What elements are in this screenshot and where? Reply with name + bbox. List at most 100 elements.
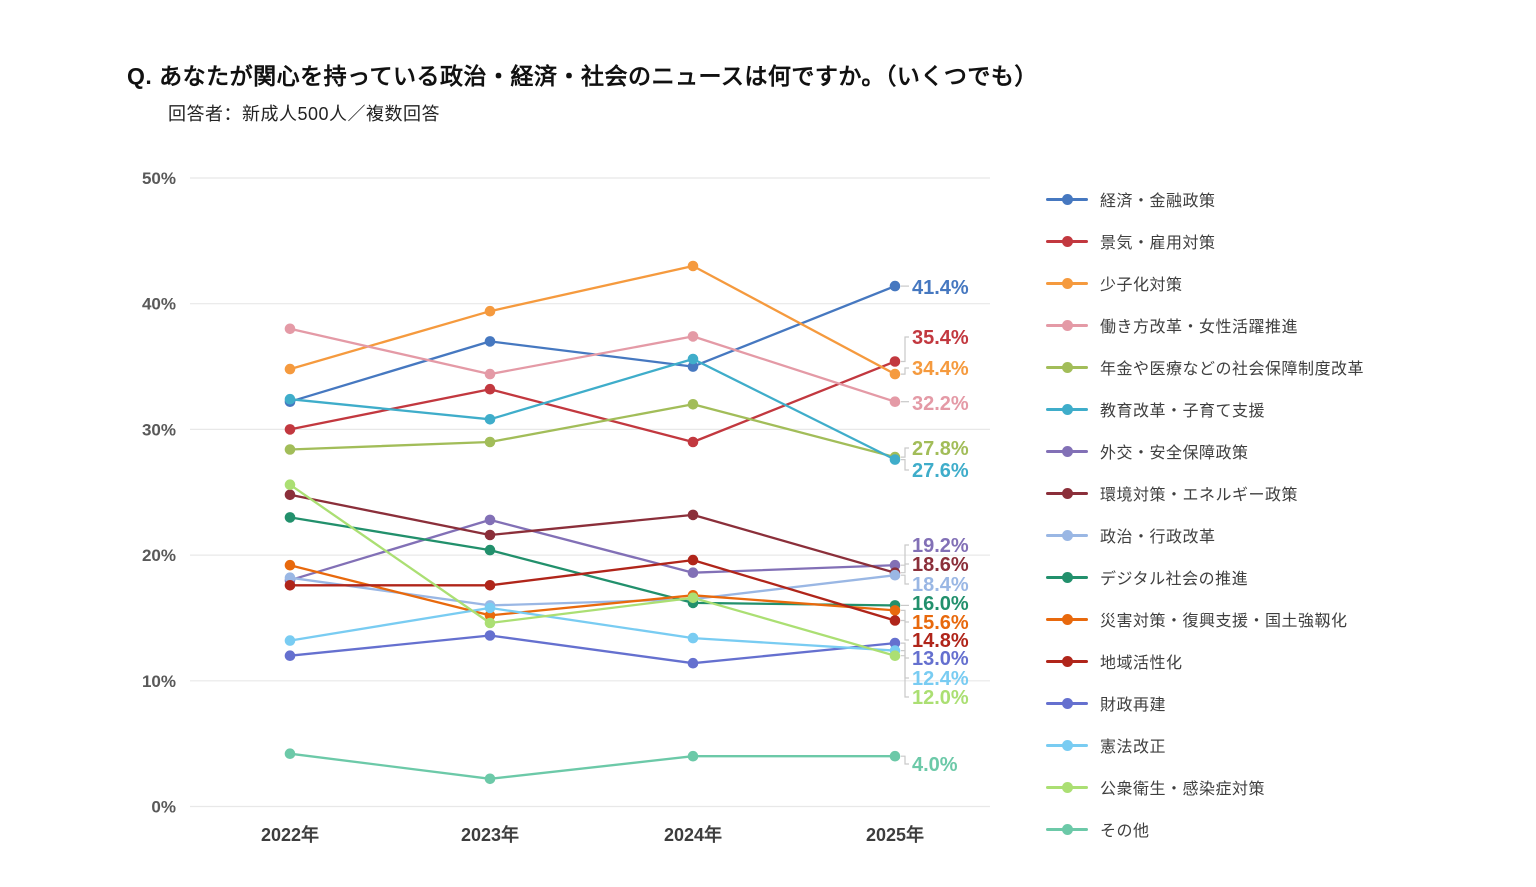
legend-line-dot-icon (1046, 739, 1088, 751)
series-point (687, 554, 699, 566)
series-point (284, 393, 296, 405)
series-point (484, 368, 496, 380)
legend-item-label: 災害対策・復興支援・国土強靱化 (1100, 613, 1348, 630)
series-point (484, 602, 496, 614)
series-point (687, 260, 699, 272)
legend-line-dot-icon (1046, 697, 1088, 709)
series-point (687, 353, 699, 365)
series-point (889, 569, 901, 581)
legend-item: 政治・行政改革 (1046, 514, 1526, 556)
legend-line-dot-icon (1046, 319, 1088, 331)
series-point (889, 368, 901, 380)
series-point (889, 454, 901, 465)
series-point (889, 356, 901, 367)
x-tick-label: 2022年 (261, 824, 319, 845)
y-tick-label: 30% (142, 420, 176, 439)
series-point (284, 580, 296, 591)
series-point (284, 572, 296, 583)
legend-item: 環境対策・エネルギー政策 (1046, 472, 1526, 514)
leader-line (901, 609, 909, 623)
legend-line-dot-icon (1046, 403, 1088, 415)
series-value-label: 18.4% (912, 574, 969, 596)
x-tick-label: 2023年 (461, 824, 519, 845)
series-value-label: 15.6% (912, 612, 969, 634)
chart-legend: 経済・金融政策 景気・雇用対策 少子化対策 働き方改革・女性活躍推進 年金や医療などの社… (1046, 178, 1526, 850)
page-title: Q. あなたが関心を持っている政治・経済・社会のニュースは何ですか。（いくつでも… (127, 63, 1038, 89)
series-line (288, 284, 897, 403)
series-value-label: 19.2% (912, 535, 969, 557)
series-value-label: 12.0% (912, 687, 969, 709)
series-line (288, 264, 897, 376)
legend-line-dot-icon (1046, 823, 1088, 835)
series-point (284, 650, 296, 661)
series-line (288, 518, 897, 582)
series-point (484, 336, 496, 347)
leader-line (901, 655, 909, 698)
legend-item: その他 (1046, 808, 1526, 850)
series-point (687, 657, 699, 669)
legend-item-label: 公衆衛生・感染症対策 (1100, 781, 1266, 798)
series-value-label: 4.0% (912, 754, 958, 776)
legend-item-label: 年金や医療などの社会保障制度改革 (1100, 361, 1365, 378)
legend-line-dot-icon (1046, 361, 1088, 373)
series-point (687, 331, 699, 342)
series-point (889, 396, 901, 408)
series-point (284, 363, 296, 375)
series-point (889, 605, 901, 616)
legend-item-label: その他 (1100, 823, 1150, 840)
legend-item-label: 憲法改正 (1100, 739, 1167, 756)
series-point (687, 592, 699, 604)
x-tick-label: 2025年 (866, 824, 924, 845)
legend-item: 災害対策・復興支援・国土強靱化 (1046, 598, 1526, 640)
series-point (687, 567, 699, 578)
legend-item-label: 働き方改革・女性活躍推進 (1100, 319, 1299, 336)
y-tick-label: 0% (151, 798, 176, 817)
legend-line-dot-icon (1046, 529, 1088, 541)
leader-line (901, 544, 909, 566)
y-tick-label: 20% (142, 546, 176, 565)
series-value-label: 27.6% (912, 460, 969, 482)
legend-item: 地域活性化 (1046, 640, 1526, 682)
series-point (484, 436, 496, 448)
series-point (889, 615, 901, 626)
series-value-label: 14.8% (912, 630, 969, 652)
series-line (288, 574, 897, 607)
legend-item: 年金や医療などの社会保障制度改革 (1046, 346, 1526, 388)
series-value-label: 12.4% (912, 668, 969, 690)
series-line (288, 606, 897, 652)
series-point (687, 436, 699, 448)
legend-line-dot-icon (1046, 781, 1088, 793)
legend-item: 公衆衛生・感染症対策 (1046, 766, 1526, 808)
y-tick-label: 40% (142, 295, 176, 314)
legend-line-dot-icon (1046, 655, 1088, 667)
legend-item: 財政再建 (1046, 682, 1526, 724)
legend-line-dot-icon (1046, 445, 1088, 457)
leader-line (901, 563, 909, 574)
page-subtitle: 回答者：新成人500人／複数回答 (168, 104, 441, 124)
series-value-label: 34.4% (912, 358, 969, 380)
legend-item-label: デジタル社会の推進 (1100, 571, 1249, 588)
legend-item-label: 地域活性化 (1100, 655, 1183, 672)
series-point (284, 559, 296, 571)
legend-item-label: 景気・雇用対策 (1100, 235, 1216, 252)
leader-line (901, 447, 909, 458)
y-tick-label: 50% (142, 169, 176, 188)
series-point (484, 383, 496, 395)
legend-item-label: 政治・行政改革 (1100, 529, 1216, 546)
series-point (284, 323, 296, 335)
series-point (484, 414, 496, 425)
leader-line (901, 367, 909, 375)
legend-item: 外交・安全保障政策 (1046, 430, 1526, 472)
legend-line-dot-icon (1046, 571, 1088, 583)
legend-line-dot-icon (1046, 487, 1088, 499)
series-point (484, 305, 496, 317)
y-tick-label: 10% (142, 672, 176, 691)
series-point (687, 750, 699, 762)
series-point (484, 617, 496, 629)
series-point (284, 479, 296, 491)
series-point (284, 512, 296, 523)
series-line (288, 403, 897, 459)
legend-item-label: 外交・安全保障政策 (1100, 445, 1249, 462)
series-value-label: 35.4% (912, 327, 969, 349)
